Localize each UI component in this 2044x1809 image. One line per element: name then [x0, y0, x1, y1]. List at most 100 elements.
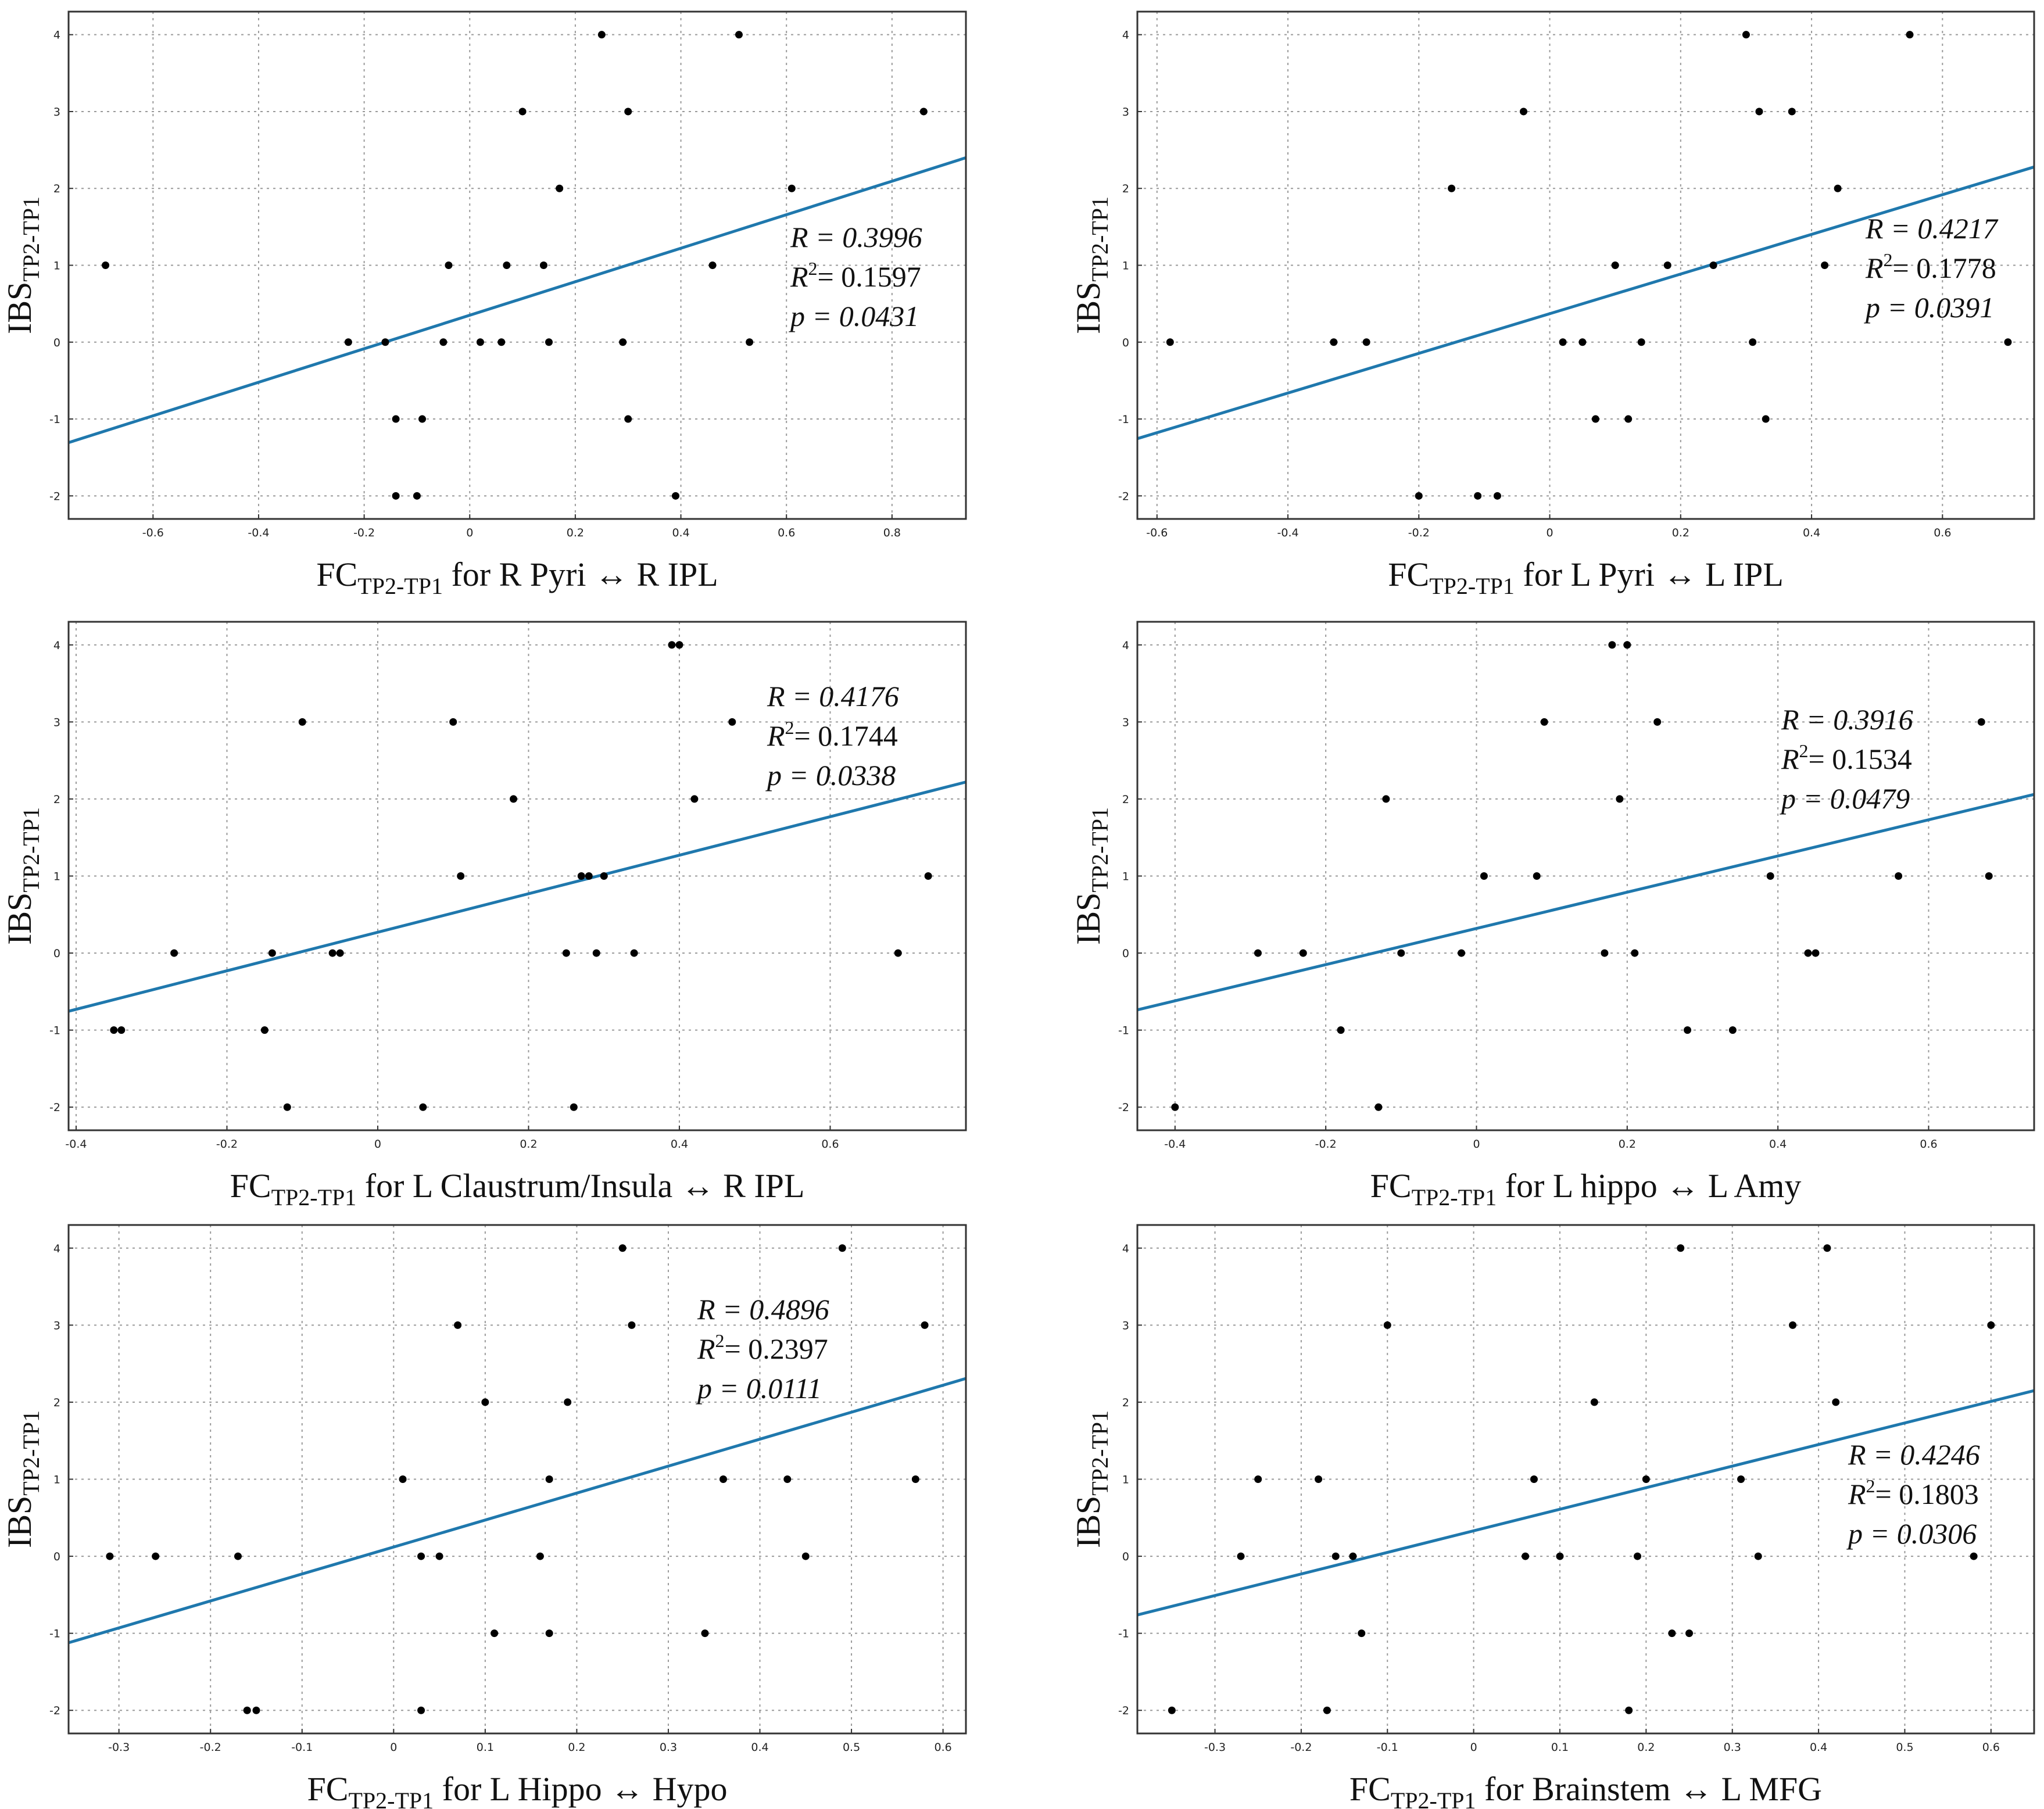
data-point: [570, 1103, 578, 1111]
data-point: [1337, 1026, 1345, 1034]
stats-annotation: R = 0.3996 R2= 0.1597 p = 0.0431: [789, 221, 922, 332]
data-point: [1970, 1552, 1978, 1560]
y-tick-label: -1: [49, 1024, 60, 1037]
x-tick-label: 0.4: [1769, 1138, 1787, 1151]
x-tick-label: 0.1: [1551, 1741, 1569, 1754]
x-tick-label: 0.2: [520, 1138, 537, 1151]
x-axis-title-main: FC: [316, 556, 357, 593]
data-point: [564, 1398, 572, 1406]
y-axis-title-main: IBS: [1069, 893, 1107, 945]
data-point: [518, 108, 527, 116]
stats-annotation: R = 0.4176 R2= 0.1744 p = 0.0338: [765, 680, 899, 791]
r-squared-exponent: 2: [1799, 740, 1809, 761]
x-axis-title-main: FC: [1388, 556, 1429, 593]
data-point: [503, 262, 511, 269]
x-tick-label: -0.3: [108, 1741, 130, 1754]
data-point: [1349, 1552, 1357, 1560]
data-point: [1987, 1321, 1995, 1329]
data-point: [454, 1321, 462, 1329]
data-point: [618, 1244, 627, 1252]
x-axis-title-sub: TP2-TP1: [1412, 1184, 1497, 1210]
y-tick-label: 3: [53, 106, 60, 119]
data-point: [1168, 1706, 1176, 1714]
x-tick-label: -0.6: [1146, 526, 1168, 539]
x-tick-label: 0.3: [660, 1741, 677, 1754]
data-point: [152, 1552, 160, 1560]
data-point: [1631, 949, 1639, 957]
r-squared-exponent: 2: [1866, 1475, 1875, 1496]
data-point: [1684, 1026, 1692, 1034]
x-tick-label: 0: [390, 1741, 397, 1754]
data-point: [675, 641, 683, 649]
p-value: p = 0.0111: [696, 1372, 822, 1405]
plot-frame: [1136, 1224, 2035, 1735]
regression-line: [68, 156, 966, 445]
data-point: [838, 1244, 846, 1252]
y-tick-label: -1: [49, 413, 60, 426]
x-axis-title-main: FC: [230, 1167, 271, 1205]
data-point: [445, 262, 453, 269]
data-point: [746, 338, 754, 346]
data-point: [1742, 31, 1750, 39]
r-value: R = 0.4217: [1865, 212, 1999, 245]
x-tick-label: -0.3: [1204, 1741, 1226, 1754]
y-axis-title-main: IBS: [1069, 282, 1107, 334]
y-tick-label: 0: [1122, 336, 1129, 349]
x-tick-label: 0.5: [843, 1741, 860, 1754]
data-point: [1448, 184, 1456, 192]
data-point: [1480, 872, 1488, 880]
data-point: [481, 1398, 489, 1406]
y-axis-title-main: IBS: [1, 893, 38, 945]
x-axis-title: FCTP2-TP1 for Brainstem ↔ L MFG: [1349, 1770, 1822, 1809]
data-point: [562, 949, 570, 957]
data-point: [1685, 1629, 1694, 1638]
r-squared-number: = 0.1803: [1875, 1478, 1979, 1510]
x-axis-title-main: FC: [1370, 1167, 1412, 1205]
x-axis-title-sub: TP2-TP1: [348, 1787, 434, 1809]
r-value: R = 0.3996: [790, 221, 922, 253]
y-axis-title: IBSTP2-TP1: [1069, 1410, 1113, 1548]
y-tick-label: 3: [1122, 1319, 1129, 1332]
data-point: [1299, 949, 1307, 957]
r-value: R = 0.4896: [697, 1293, 829, 1326]
regression-line: [68, 1377, 966, 1645]
data-point: [1749, 338, 1757, 346]
x-tick-label: -0.4: [248, 526, 269, 539]
r-squared-exponent: 2: [808, 258, 818, 279]
x-tick-label: 0.2: [1619, 1138, 1636, 1151]
x-tick-label: -0.4: [1277, 526, 1299, 539]
y-tick-label: 2: [1122, 793, 1129, 806]
y-tick-label: -2: [1118, 1704, 1129, 1717]
r-squared-symbol: R: [1848, 1478, 1866, 1510]
x-axis-title-sub: TP2-TP1: [271, 1184, 357, 1210]
data-point: [1590, 1398, 1598, 1406]
x-tick-label: 0.1: [477, 1741, 494, 1754]
y-tick-label: -2: [1118, 1101, 1129, 1114]
data-point: [1382, 795, 1390, 803]
data-point: [1804, 949, 1812, 957]
data-point: [894, 949, 902, 957]
x-axis-title-rest: for L Pyri ↔ L IPL: [1515, 556, 1784, 593]
data-point: [701, 1629, 709, 1638]
y-axis-title-main: IBS: [1, 1496, 38, 1548]
stats-annotation: R = 0.4896 R2= 0.2397 p = 0.0111: [696, 1293, 829, 1405]
y-axis-title-sub: TP2-TP1: [1087, 807, 1113, 893]
data-point: [1315, 1475, 1323, 1483]
y-tick-label: -2: [49, 490, 60, 503]
p-value: p = 0.0338: [765, 759, 896, 791]
r-squared-symbol: R: [697, 1332, 715, 1365]
y-tick-label: 1: [53, 260, 60, 273]
r-value: R = 0.3916: [1781, 703, 1913, 736]
data-point: [783, 1475, 792, 1483]
scatter-panel-6: -0.3 -0.2 -0.1 0 0.1 0.2 0.3 0.4 0.5 0.6 -2 -1 0 1 2 3 4…: [1069, 1224, 2035, 1809]
data-point: [1812, 949, 1820, 957]
r-squared-value: R2= 0.2397: [697, 1330, 828, 1365]
data-point: [1530, 1475, 1538, 1483]
data-point: [536, 1552, 544, 1560]
data-point: [243, 1706, 251, 1714]
y-tick-label: 1: [53, 871, 60, 883]
data-point: [1821, 262, 1829, 269]
y-tick-label: 1: [1122, 1474, 1129, 1486]
r-squared-number: = 0.2397: [725, 1332, 828, 1365]
